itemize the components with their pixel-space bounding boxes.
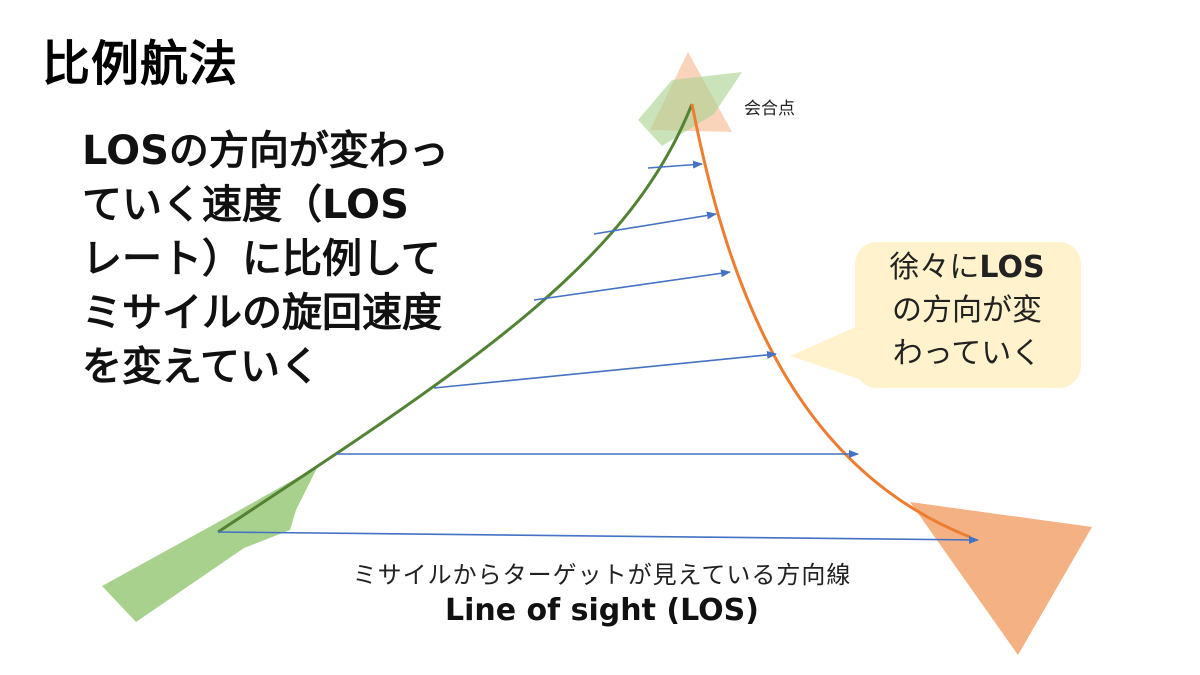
callout-line-1-bold: LOS (979, 250, 1045, 285)
intercept-point-label: 会合点 (744, 99, 795, 119)
target-trajectory (690, 103, 971, 539)
los-arrow-6 (647, 160, 703, 169)
explanation-text: LOSの方向が変わっ ていく速度（LOS レート）に比例して ミサイルの旋回速度… (82, 124, 512, 394)
los-arrow-1 (217, 531, 979, 544)
callout-bubble (855, 242, 1081, 388)
explanation-line: ていく速度（LOS (82, 182, 409, 228)
explanation-line: LOSの方向が変わっ (82, 128, 449, 174)
los-arrow-3 (433, 350, 777, 389)
los-arrow-5 (593, 211, 717, 235)
callout-text: 徐々にLOS の方向が変 わっていく (862, 246, 1072, 375)
callout-line-3: わっていく (892, 336, 1042, 371)
los-arrow-4 (533, 269, 731, 301)
page-title: 比例航法 (42, 36, 239, 92)
target-shape (910, 502, 1092, 655)
explanation-line: ミサイルの旋回速度 (82, 290, 442, 336)
callout-line-1: 徐々にLOS (862, 246, 1072, 289)
explanation-line: レート）に比例して (82, 236, 441, 282)
callout-line-2: の方向が変 (892, 293, 1042, 328)
los-label: Line of sight (LOS) (445, 593, 759, 628)
callout-line-1-prefix: 徐々に (889, 250, 980, 285)
callout-pointer (790, 326, 862, 380)
los-caption: ミサイルからターゲットが見えている方向線 (352, 561, 852, 589)
missile-shape (102, 466, 318, 622)
explanation-line: を変えていく (82, 344, 320, 390)
